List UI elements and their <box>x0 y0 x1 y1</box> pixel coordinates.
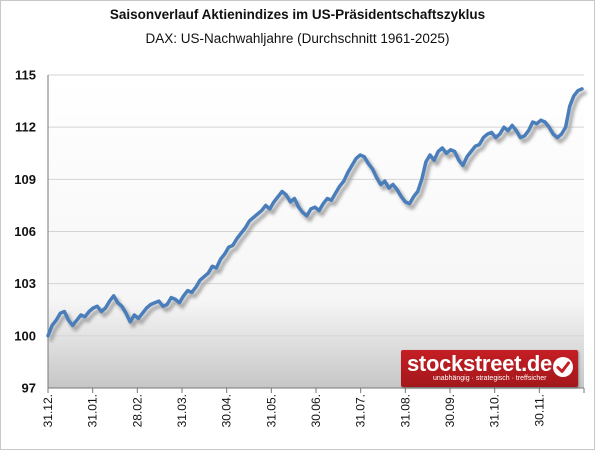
chart-title: Saisonverlauf Aktienindizes im US-Präsid… <box>109 7 486 22</box>
x-tick-label: 30.09. <box>443 394 457 427</box>
logo-tagline: unabhängig · strategisch · treffsicher <box>433 375 547 382</box>
x-tick-label: 30.11. <box>532 394 546 426</box>
y-tick-label: 106 <box>14 224 36 239</box>
x-tick-label: 30.04. <box>220 394 234 427</box>
chart-subtitle: DAX: US-Nachwahljahre (Durchschnitt 1961… <box>145 31 450 46</box>
x-tick-label: 30.06. <box>309 394 323 427</box>
checkmark-icon <box>553 357 573 377</box>
y-tick-label: 109 <box>14 172 36 187</box>
x-tick-label: 31.08. <box>398 394 412 427</box>
y-tick-label: 97 <box>22 381 36 396</box>
x-tick-label: 31.10. <box>488 394 502 427</box>
x-tick-label: 31.01. <box>86 394 100 427</box>
y-tick-label: 103 <box>14 276 36 291</box>
x-tick-label: 31.03. <box>175 394 189 427</box>
x-tick-label: 31.07. <box>354 394 368 427</box>
series-line <box>46 87 584 338</box>
y-tick-label: 112 <box>15 120 36 135</box>
logo-wordmark: stockstreet.de <box>407 351 552 376</box>
x-tick-label: 31.05. <box>264 394 278 427</box>
y-tick-label: 100 <box>14 328 36 343</box>
y-tick-label: 115 <box>15 68 36 83</box>
x-tick-label: 28.02. <box>130 394 144 427</box>
stockstreet-logo: stockstreet.de unabhängig · strategisch … <box>401 350 578 387</box>
x-tick-label: 31.12. <box>41 394 55 427</box>
